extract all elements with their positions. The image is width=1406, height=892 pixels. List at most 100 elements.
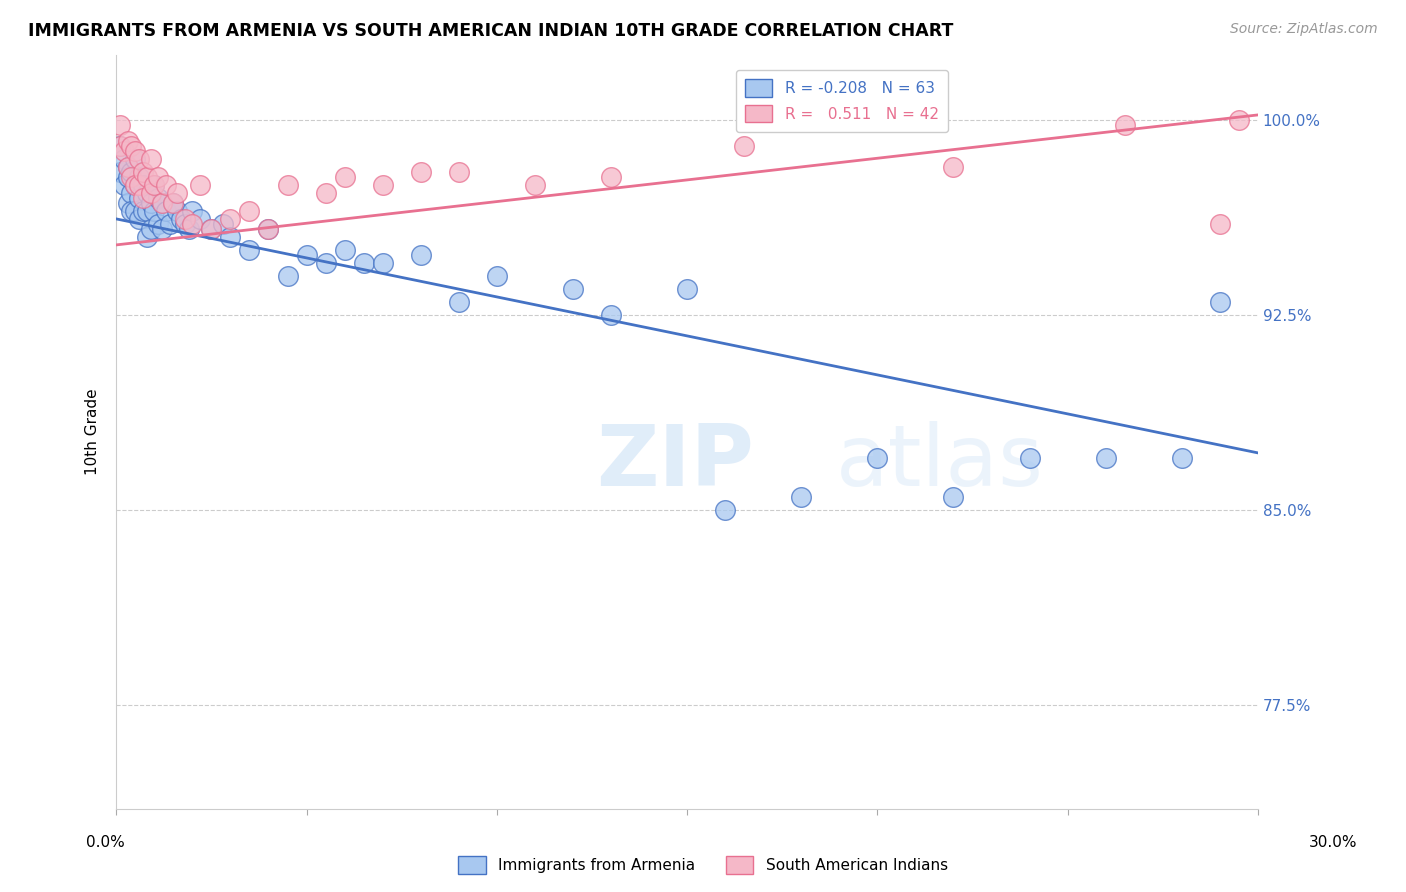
Point (132, 165, 155, 179)
Point (485, 269, 508, 284)
Point (276, 269, 298, 284)
Text: 30.0%: 30.0% (1309, 836, 1357, 850)
Point (155, 178, 177, 193)
Point (409, 165, 432, 179)
Point (1114, 119, 1136, 133)
Point (146, 191, 169, 205)
Text: 0.0%: 0.0% (86, 836, 125, 850)
Point (561, 282, 583, 296)
Point (108, 119, 131, 133)
Point (132, 191, 155, 205)
Point (143, 178, 166, 193)
Point (162, 196, 184, 211)
Point (139, 152, 162, 166)
Point (135, 186, 157, 200)
Point (942, 160, 965, 174)
Point (1170, 451, 1192, 466)
Legend: Immigrants from Armenia, South American Indians: Immigrants from Armenia, South American … (453, 850, 953, 880)
Point (790, 490, 813, 504)
Point (150, 196, 173, 211)
Point (162, 196, 184, 211)
Point (121, 165, 143, 179)
Point (315, 186, 337, 200)
Point (447, 295, 470, 310)
Point (238, 243, 260, 257)
Point (128, 152, 150, 166)
Point (112, 178, 135, 193)
Point (447, 165, 470, 179)
Point (173, 211, 195, 226)
Point (181, 217, 204, 231)
Point (295, 248, 318, 262)
Point (1227, 113, 1250, 128)
Point (121, 186, 143, 200)
Point (942, 490, 965, 504)
Point (132, 204, 155, 219)
Point (676, 282, 699, 296)
Point (117, 196, 139, 211)
Point (166, 204, 188, 219)
Point (188, 211, 211, 226)
Point (143, 204, 166, 219)
Point (128, 191, 150, 205)
Point (315, 256, 337, 270)
Point (173, 217, 195, 231)
Point (200, 222, 222, 236)
Point (124, 178, 146, 193)
Point (257, 222, 280, 236)
Point (135, 204, 157, 219)
Point (371, 178, 394, 193)
Point (108, 139, 131, 153)
Point (121, 170, 143, 185)
Point (112, 145, 135, 159)
Point (409, 248, 432, 262)
Text: atlas: atlas (835, 421, 1043, 504)
Point (117, 160, 139, 174)
Point (257, 222, 280, 236)
Point (124, 204, 146, 219)
Point (150, 196, 173, 211)
Point (733, 139, 755, 153)
Point (139, 196, 162, 211)
Point (135, 230, 157, 244)
Y-axis label: 10th Grade: 10th Grade (86, 389, 100, 475)
Point (219, 230, 242, 244)
Point (1018, 451, 1040, 466)
Text: IMMIGRANTS FROM ARMENIA VS SOUTH AMERICAN INDIAN 10TH GRADE CORRELATION CHART: IMMIGRANTS FROM ARMENIA VS SOUTH AMERICA… (28, 22, 953, 40)
Point (714, 503, 737, 517)
Point (333, 170, 356, 185)
Point (170, 211, 193, 226)
Point (166, 186, 188, 200)
Point (200, 222, 222, 236)
Point (139, 186, 162, 200)
Point (128, 178, 150, 193)
Point (124, 152, 146, 166)
Point (159, 217, 181, 231)
Point (135, 170, 157, 185)
Point (124, 145, 146, 159)
Point (181, 204, 204, 219)
Point (143, 178, 166, 193)
Point (600, 308, 623, 322)
Point (333, 243, 356, 257)
Point (150, 222, 173, 236)
Point (177, 222, 200, 236)
Point (121, 204, 143, 219)
Point (132, 178, 155, 193)
Point (146, 217, 169, 231)
Point (238, 204, 260, 219)
Point (1094, 451, 1116, 466)
Point (124, 178, 146, 193)
Text: Source: ZipAtlas.com: Source: ZipAtlas.com (1230, 22, 1378, 37)
Point (108, 165, 131, 179)
Text: ZIP: ZIP (596, 421, 754, 504)
Point (1209, 295, 1232, 310)
Point (188, 178, 211, 193)
Point (866, 451, 889, 466)
Point (117, 170, 139, 185)
Point (146, 170, 169, 185)
Point (353, 256, 375, 270)
Point (371, 256, 394, 270)
Point (117, 160, 139, 174)
Point (128, 211, 150, 226)
